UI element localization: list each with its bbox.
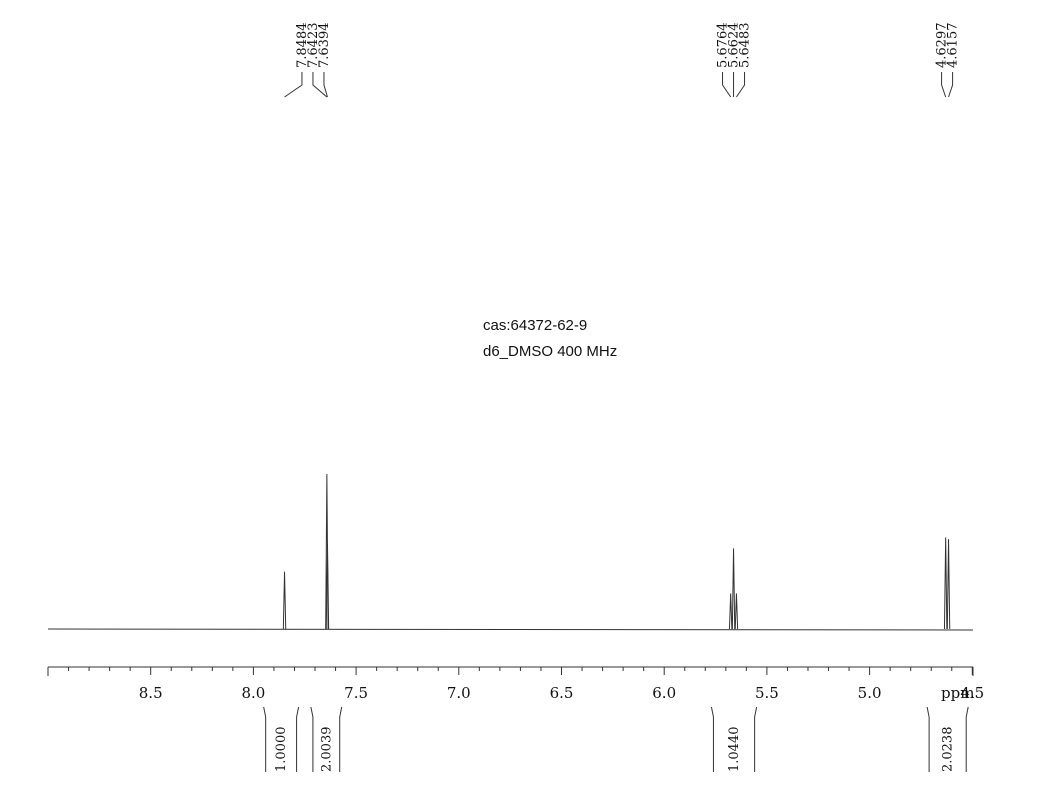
spectrum-baseline (47, 628, 974, 631)
x-tick-label-4: 6.5 (550, 684, 574, 702)
x-tick-label-7: 5.0 (858, 684, 882, 702)
x-tick-label-0: 8.5 (139, 684, 163, 702)
spectrum-peak-5 (734, 593, 739, 630)
peak-label-leader-5 (736, 72, 746, 98)
peak-label-leader-0 (284, 72, 303, 98)
spectrum (47, 473, 974, 631)
peak-label-7: 4.6157 (946, 23, 961, 69)
integral-value-2: 1.0440 (727, 727, 742, 773)
ppm-axis: 8.58.07.57.06.56.05.55.04.54.03.53.02.52… (47, 666, 984, 702)
integrals: 1.0000 2.0039 1.0440 2.0238 (263, 706, 969, 773)
spectrum-peak-4 (731, 548, 736, 630)
spectrum-peak-0 (282, 571, 287, 630)
peak-label-0: 7.8484 (295, 23, 310, 69)
spectrum-peak-3 (728, 593, 733, 630)
x-tick-label-3: 7.0 (447, 684, 471, 702)
spectrum-peak-6 (943, 537, 948, 630)
spectrum-peak-2 (325, 543, 330, 630)
x-tick-label-1: 8.0 (241, 684, 265, 702)
integral-bracket-0 (263, 706, 300, 772)
solvent-frequency-annotation: d6_DMSO 400 MHz (483, 343, 617, 360)
peak-label-2: 7.6394 (317, 23, 332, 69)
sample-cas-annotation: cas:64372-62-9 (483, 317, 587, 334)
integral-bracket-3 (926, 706, 969, 772)
x-tick-label-2: 7.5 (344, 684, 368, 702)
x-tick-label-8: 4.5 (960, 684, 984, 702)
integral-value-0: 1.0000 (274, 727, 289, 773)
integral-value-3: 2.0238 (941, 727, 956, 773)
integral-bracket-2 (710, 706, 758, 772)
x-tick-label-6: 5.5 (755, 684, 779, 702)
peak-label-leader-7 (948, 72, 954, 98)
peak-label-6: 4.6297 (935, 23, 950, 69)
peak-label-leader-3 (722, 72, 732, 98)
spectrum-peak-7 (946, 539, 951, 630)
peak-label-3: 5.6764 (716, 23, 731, 69)
peak-label-leader-6 (941, 72, 947, 98)
integral-bracket-1 (310, 706, 343, 772)
peak-label-leader-2 (323, 72, 328, 98)
peak-label-leader-1 (312, 72, 328, 98)
peak-label-5: 5.6483 (738, 23, 753, 69)
x-tick-label-5: 6.0 (652, 684, 676, 702)
x-axis-label: ppm (941, 684, 974, 702)
peak-label-1: 7.6423 (306, 23, 321, 69)
integral-value-1: 2.0039 (319, 727, 334, 773)
peak-label-4: 5.6624 (727, 23, 742, 69)
